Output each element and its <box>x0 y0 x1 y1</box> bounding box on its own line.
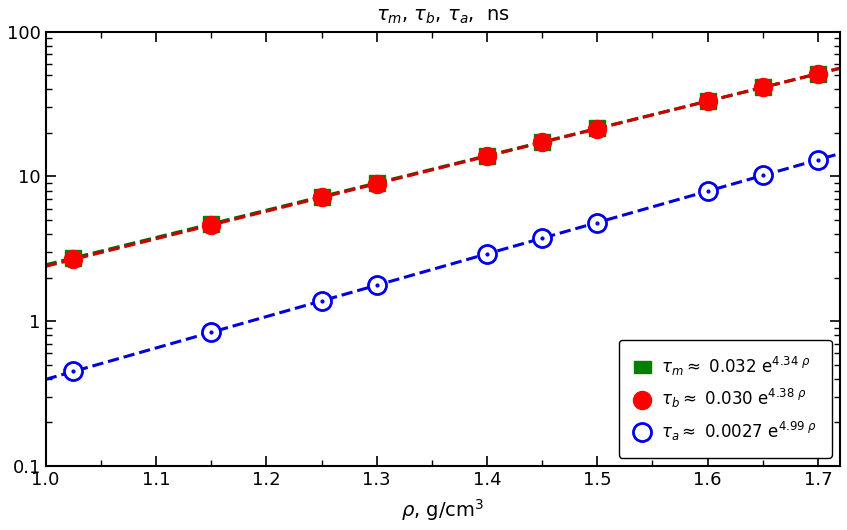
Title: $\tau_m$, $\tau_b$, $\tau_a$,  ns: $\tau_m$, $\tau_b$, $\tau_a$, ns <box>376 7 510 26</box>
X-axis label: $\rho$, g/cm$^3$: $\rho$, g/cm$^3$ <box>401 497 484 523</box>
Legend: $\tau_m$$\approx$ 0.032 e$^{4.34\ \rho}$, $\tau_b$$\approx$ 0.030 e$^{4.38\ \rho: $\tau_m$$\approx$ 0.032 e$^{4.34\ \rho}$… <box>619 340 832 457</box>
